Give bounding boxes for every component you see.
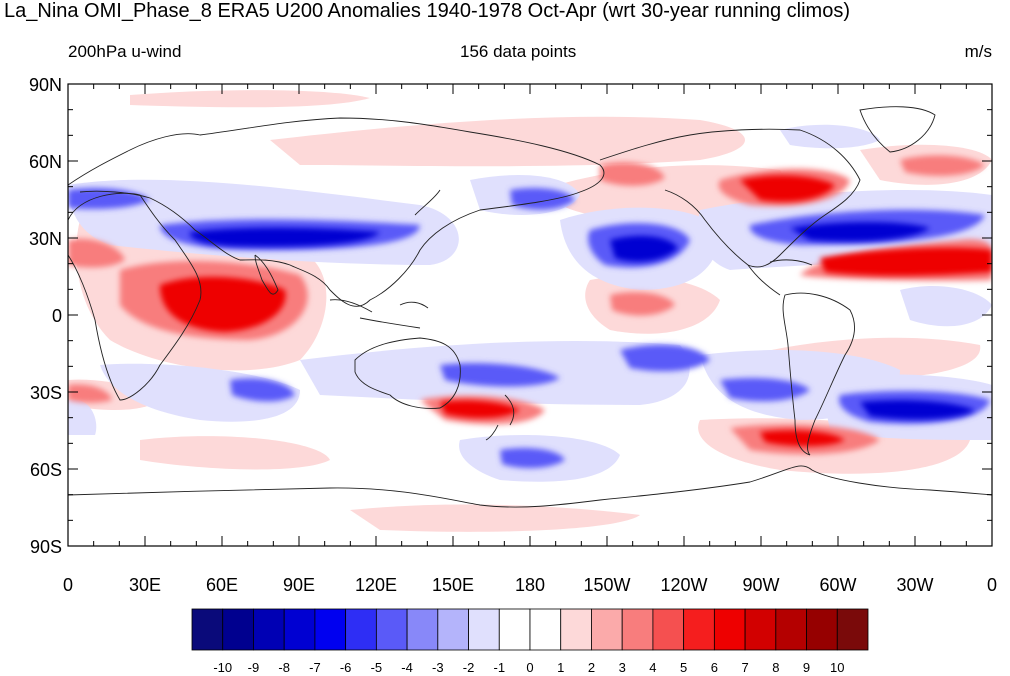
lat-label-30n: 30N bbox=[29, 229, 62, 249]
colorbar bbox=[191, 608, 869, 651]
units-label: m/s bbox=[964, 42, 992, 61]
lon-label-60w: 60W bbox=[819, 575, 856, 595]
colorbar-label: -3 bbox=[432, 660, 444, 675]
antarctica-outline bbox=[68, 465, 992, 508]
colorbar-label: 2 bbox=[588, 660, 595, 675]
lat-label-90n: 90N bbox=[29, 75, 62, 95]
colorbar-label: -1 bbox=[493, 660, 505, 675]
colorbar-label: 9 bbox=[803, 660, 810, 675]
colorbar-label: 7 bbox=[741, 660, 748, 675]
lon-label-120w: 120W bbox=[660, 575, 707, 595]
data-points-label: 156 data points bbox=[460, 42, 577, 61]
colorbar-box bbox=[836, 608, 869, 651]
lon-label-90e: 90E bbox=[283, 575, 315, 595]
lat-label-60s: 60S bbox=[30, 460, 62, 480]
colorbar-box bbox=[529, 608, 562, 651]
colorbar-box bbox=[621, 608, 654, 651]
colorbar-box bbox=[283, 608, 316, 651]
australia-outline bbox=[354, 337, 461, 409]
colorbar-box bbox=[713, 608, 746, 651]
lon-label-90w: 90W bbox=[742, 575, 779, 595]
new-zealand-outline bbox=[485, 394, 515, 441]
colorbar-label: 1 bbox=[557, 660, 564, 675]
colorbar-label: 3 bbox=[619, 660, 626, 675]
colorbar-labels: -10 -9 -8 -7 -6 -5 -4 -3 -2 -1 0 1 2 3 4 5 6 7 8 9 10 bbox=[213, 660, 844, 675]
colorbar-box bbox=[437, 608, 469, 651]
central-america-outline bbox=[747, 259, 813, 296]
colorbar-label: -4 bbox=[401, 660, 413, 675]
colorbar-box bbox=[652, 608, 685, 651]
colorbar-box bbox=[775, 608, 807, 651]
colorbar-label: -10 bbox=[213, 660, 232, 675]
lon-label-180: 180 bbox=[515, 575, 545, 595]
variable-label: 200hPa u-wind bbox=[68, 42, 182, 61]
longitude-labels: 0 30E 60E 90E 120E 150E 180 150W 120W 90… bbox=[63, 575, 997, 595]
lon-label-150w: 150W bbox=[583, 575, 630, 595]
japan-outline bbox=[414, 189, 441, 216]
colorbar-box bbox=[314, 608, 347, 651]
latitude-labels: 90N 60N 30N 0 30S 60S 90S bbox=[29, 75, 62, 557]
colorbar-box bbox=[345, 608, 377, 651]
plot-title: La_Nina OMI_Phase_8 ERA5 U200 Anomalies … bbox=[4, 0, 850, 22]
colorbar-box bbox=[191, 608, 224, 651]
axis-ticks bbox=[67, 83, 993, 547]
lat-label-90s: 90S bbox=[30, 537, 62, 557]
colorbar-label: -9 bbox=[248, 660, 260, 675]
colorbar-label: 6 bbox=[711, 660, 718, 675]
colorbar-box bbox=[222, 608, 254, 651]
strong-negative-anomalies bbox=[189, 222, 975, 420]
colorbar-label: -2 bbox=[463, 660, 475, 675]
lon-label-30w: 30W bbox=[896, 575, 933, 595]
colorbar-box bbox=[253, 608, 285, 651]
lon-label-30e: 30E bbox=[129, 575, 161, 595]
colorbar-box bbox=[498, 608, 531, 651]
colorbar-box bbox=[683, 608, 715, 651]
map-panel bbox=[67, 83, 993, 547]
colorbar-label: 5 bbox=[680, 660, 687, 675]
colorbar-label: -7 bbox=[309, 660, 321, 675]
maritime-continent-outline bbox=[329, 299, 429, 329]
colorbar-box bbox=[806, 608, 838, 651]
colorbar-label: -5 bbox=[371, 660, 383, 675]
south-america-outline bbox=[782, 292, 856, 456]
greenland-outline bbox=[859, 106, 936, 153]
lon-label-60e: 60E bbox=[206, 575, 238, 595]
lon-label-0-east: 0 bbox=[987, 575, 997, 595]
coastlines bbox=[68, 106, 992, 508]
colorbar-box bbox=[744, 608, 777, 651]
eurasia-outline bbox=[68, 117, 605, 307]
india-outline bbox=[254, 254, 279, 295]
colorbar-box bbox=[406, 608, 439, 651]
lon-label-120e: 120E bbox=[355, 575, 397, 595]
colorbar-label: -8 bbox=[278, 660, 290, 675]
colorbar-box bbox=[468, 608, 500, 651]
colorbar-box bbox=[560, 608, 592, 651]
lat-label-60n: 60N bbox=[29, 152, 62, 172]
north-america-outline bbox=[599, 128, 861, 268]
colorbar-label: -6 bbox=[340, 660, 352, 675]
colorbar-box bbox=[591, 608, 623, 651]
lat-label-0: 0 bbox=[52, 306, 62, 326]
colorbar-label: 10 bbox=[830, 660, 844, 675]
lon-label-0: 0 bbox=[63, 575, 73, 595]
lat-label-30s: 30S bbox=[30, 383, 62, 403]
colorbar-label: 0 bbox=[526, 660, 533, 675]
lon-label-150e: 150E bbox=[432, 575, 474, 595]
colorbar-box bbox=[375, 608, 408, 651]
colorbar-label: 4 bbox=[649, 660, 656, 675]
colorbar-label: 8 bbox=[772, 660, 779, 675]
